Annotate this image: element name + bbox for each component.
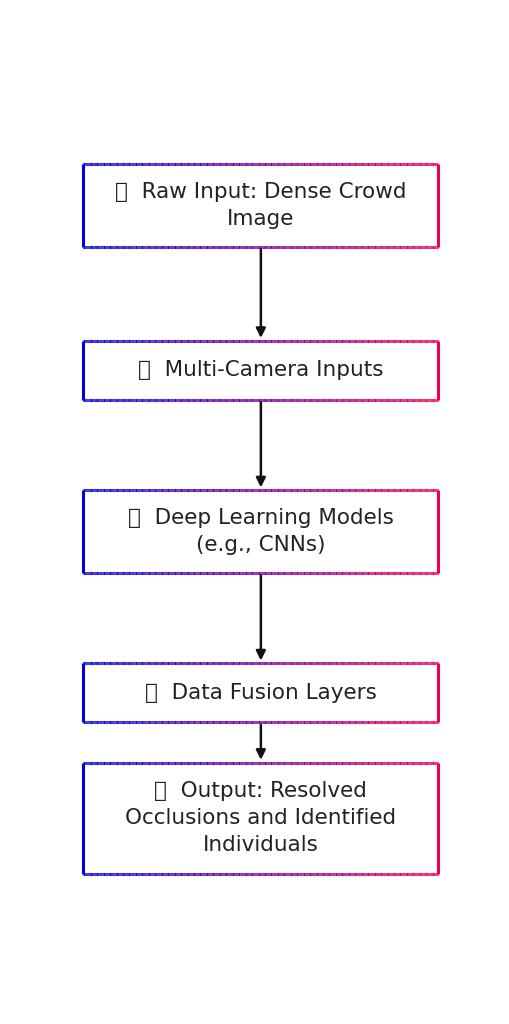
Text: Occlusions and Identified: Occlusions and Identified: [125, 808, 397, 828]
Text: Image: Image: [227, 209, 295, 229]
FancyBboxPatch shape: [83, 490, 438, 572]
Text: (e.g., CNNs): (e.g., CNNs): [196, 536, 326, 555]
FancyBboxPatch shape: [83, 164, 438, 247]
FancyBboxPatch shape: [83, 341, 438, 399]
Text: Individuals: Individuals: [203, 836, 319, 855]
Text: 🎥  Multi-Camera Inputs: 🎥 Multi-Camera Inputs: [138, 360, 384, 380]
Text: ✅  Output: Resolved: ✅ Output: Resolved: [154, 781, 367, 801]
Text: 🔄  Data Fusion Layers: 🔄 Data Fusion Layers: [145, 683, 377, 702]
FancyBboxPatch shape: [83, 664, 438, 722]
FancyBboxPatch shape: [83, 763, 438, 873]
Text: 🖼️  Raw Input: Dense Crowd: 🖼️ Raw Input: Dense Crowd: [115, 181, 407, 202]
Text: 🧠  Deep Learning Models: 🧠 Deep Learning Models: [128, 508, 394, 527]
